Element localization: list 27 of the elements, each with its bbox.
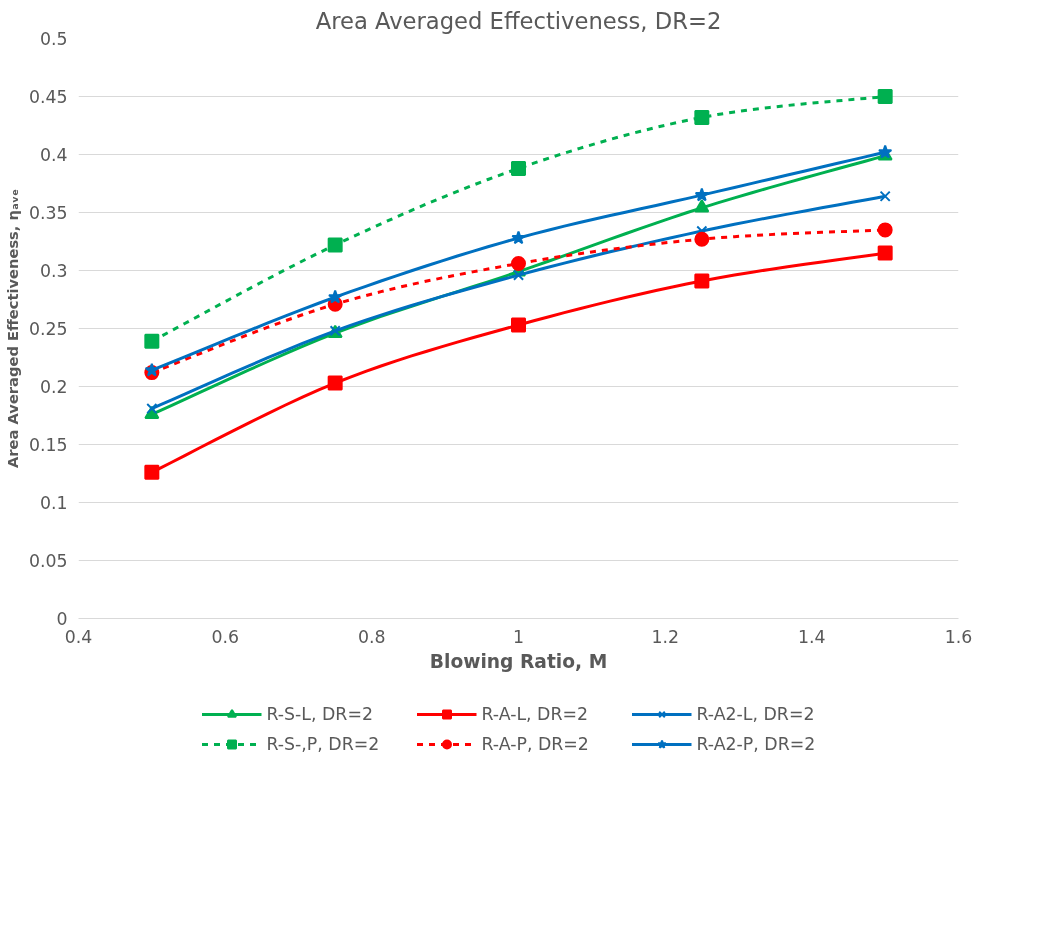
y-tick-label: 0.05 [28, 551, 68, 571]
y-tick-label: 0.5 [39, 29, 68, 49]
y-axis-title: Area Averaged Effectiveness, ηₐᵥₑ [3, 189, 21, 468]
y-tick-label: 0.25 [28, 319, 68, 339]
legend-label: R-S-L, DR=2 [266, 704, 374, 724]
legend-label: R-A2-L, DR=2 [696, 704, 816, 724]
y-tick-label: 0.15 [28, 435, 68, 455]
chart-title: Area Averaged Effectiveness, DR=2 [315, 7, 722, 34]
y-tick-label: 0.1 [39, 493, 68, 513]
x-axis-title: Blowing Ratio, M [429, 650, 608, 672]
x-tick-label: 0.4 [64, 626, 93, 647]
x-tick-label: 1 [512, 626, 525, 647]
x-tick-label: 0.6 [211, 626, 239, 647]
legend-label: R-A2-P, DR=2 [696, 734, 817, 754]
y-tick-label: 0.2 [39, 377, 68, 397]
x-tick-label: 1.6 [944, 626, 973, 647]
legend-label: R-S-,P, DR=2 [266, 734, 381, 754]
y-tick-label: 0.4 [39, 145, 68, 165]
y-tick-label: 0.3 [39, 261, 68, 281]
y-tick-label: 0.45 [28, 87, 68, 107]
legend-label: R-A-L, DR=2 [481, 704, 590, 724]
x-tick-label: 1.4 [798, 626, 826, 647]
y-tick-label: 0.35 [28, 203, 68, 223]
x-tick-label: 1.2 [651, 626, 679, 647]
x-tick-label: 0.8 [358, 626, 386, 647]
y-tick-label: 0 [56, 609, 68, 629]
legend-label: R-A-P, DR=2 [481, 734, 590, 754]
